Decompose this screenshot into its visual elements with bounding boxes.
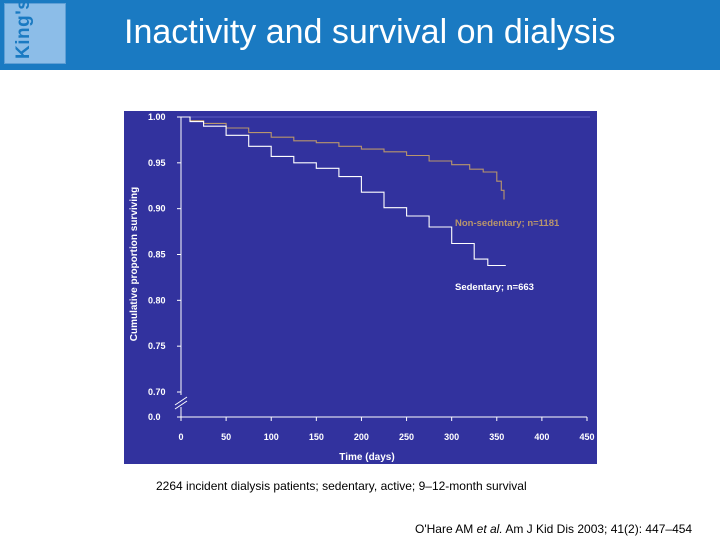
series-line-sedentary — [181, 116, 506, 267]
series-label-sedentary: Sedentary; n=663 — [455, 282, 534, 293]
series-lines — [181, 116, 506, 267]
y-tick-label: 0.70 — [148, 387, 166, 397]
axes — [174, 116, 590, 421]
tick-labels: 0.0 0.70 0.75 0.80 0.85 0.90 0.95 1.00 0 50 100 150… — [148, 112, 595, 442]
citation-journal: Am J Kid Dis 2003; 41(2): 447–454 — [502, 522, 693, 536]
citation: O'Hare AM et al. Am J Kid Dis 2003; 41(2… — [415, 522, 692, 536]
y-tick-label: 0.85 — [148, 250, 166, 260]
axis-break-mark — [174, 396, 188, 406]
y-tick-label: 0.0 — [148, 412, 161, 422]
plot-background — [124, 111, 597, 464]
x-tick-label: 350 — [489, 432, 504, 442]
y-tick-label: 0.90 — [148, 204, 166, 214]
y-tick-label: 1.00 — [148, 112, 166, 122]
y-tick-label: 0.75 — [148, 341, 166, 351]
x-tick-label: 450 — [579, 432, 594, 442]
x-tick-label: 0 — [178, 432, 183, 442]
x-tick-label: 300 — [444, 432, 459, 442]
y-tick-label: 0.95 — [148, 158, 166, 168]
y-tick-label: 0.80 — [148, 295, 166, 305]
x-tick-label: 250 — [399, 432, 414, 442]
header-bar: King's Inactivity and survival on dialys… — [0, 0, 720, 70]
logo-text: King's — [13, 0, 34, 59]
series-label-non-sedentary: Non-sedentary; n=1181 — [455, 218, 560, 229]
citation-etal: et al. — [476, 522, 503, 536]
x-tick-label: 200 — [354, 432, 369, 442]
survival-chart: 0.0 0.70 0.75 0.80 0.85 0.90 0.95 1.00 0 50 100 150… — [124, 111, 597, 464]
y-axis-title: Cumulative proportion surviving — [129, 187, 140, 341]
axis-break-mark — [174, 400, 188, 410]
slide-title: Inactivity and survival on dialysis — [124, 13, 616, 51]
x-tick-label: 150 — [309, 432, 324, 442]
chart-caption: 2264 incident dialysis patients; sedenta… — [156, 479, 527, 493]
kings-logo: King's — [4, 0, 66, 64]
x-tick-label: 50 — [221, 432, 231, 442]
x-tick-label: 400 — [534, 432, 549, 442]
x-tick-label: 100 — [264, 432, 279, 442]
citation-authors: O'Hare AM — [415, 522, 477, 536]
x-axis-title: Time (days) — [339, 452, 394, 463]
